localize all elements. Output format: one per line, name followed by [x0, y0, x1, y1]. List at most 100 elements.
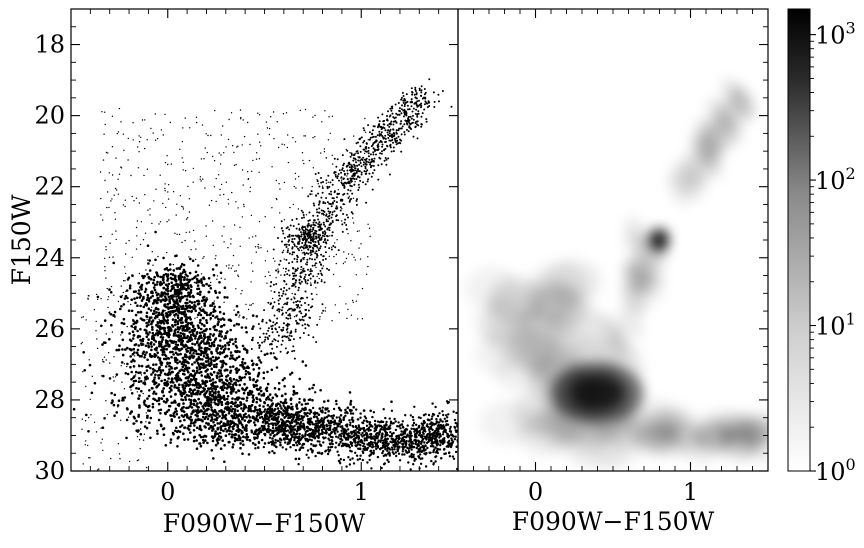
star-point: [409, 414, 412, 417]
star-point: [186, 376, 190, 380]
star-point: [160, 348, 163, 352]
star-point: [419, 457, 422, 460]
star-point: [303, 398, 306, 401]
star-point: [267, 395, 270, 399]
star-point: [232, 422, 236, 425]
star-point: [176, 445, 179, 448]
star-point: [304, 434, 307, 437]
star-point: [315, 341, 318, 343]
star-point: [148, 269, 152, 272]
star-point: [439, 419, 442, 422]
star-point: [108, 288, 111, 291]
star-point: [412, 107, 415, 110]
star-point: [380, 141, 383, 143]
star-point: [271, 450, 274, 453]
star-point: [139, 371, 142, 374]
star-point: [167, 408, 171, 412]
star-point: [173, 384, 177, 387]
star-point: [352, 159, 355, 162]
star-point: [216, 323, 220, 327]
star-point: [290, 434, 293, 437]
star-point: [312, 383, 316, 387]
star-point: [427, 413, 431, 417]
star-point: [331, 202, 334, 205]
star-point: [175, 292, 179, 296]
star-point: [167, 295, 171, 299]
star-point: [256, 429, 260, 432]
star-point: [167, 333, 171, 337]
star-point: [126, 362, 129, 366]
star-point: [187, 286, 190, 289]
star-point: [382, 126, 385, 129]
star-point: [195, 426, 199, 430]
star-point: [262, 405, 265, 408]
star-point: [134, 325, 137, 329]
star-point: [214, 443, 218, 447]
star-point: [154, 291, 158, 294]
star-point: [175, 386, 179, 390]
star-point: [145, 325, 149, 328]
star-point: [245, 386, 249, 390]
star-point: [368, 436, 371, 439]
star-point: [155, 348, 158, 352]
star-point: [297, 322, 300, 325]
star-point: [324, 450, 327, 453]
star-point: [216, 427, 219, 431]
star-point: [201, 438, 205, 442]
star-point: [363, 158, 366, 161]
star-point: [283, 416, 286, 419]
star-point: [267, 327, 270, 330]
star-point: [318, 425, 322, 428]
star-point: [171, 325, 175, 328]
star-point: [208, 379, 212, 383]
star-point: [255, 414, 259, 418]
star-point: [205, 321, 209, 325]
star-point: [295, 423, 298, 426]
star-point: [236, 425, 239, 429]
star-point: [274, 393, 277, 396]
star-point: [405, 112, 408, 115]
star-point: [204, 300, 208, 303]
star-point: [216, 296, 219, 299]
star-point: [100, 324, 103, 328]
star-point: [438, 421, 441, 424]
star-point: [170, 389, 173, 392]
star-point: [170, 384, 173, 388]
star-point: [208, 335, 211, 339]
star-point: [428, 430, 431, 434]
star-point: [178, 378, 181, 382]
star-point: [170, 281, 173, 285]
star-point: [209, 387, 213, 390]
star-point: [130, 410, 133, 413]
star-point: [236, 409, 239, 413]
star-point: [339, 437, 342, 441]
star-point: [227, 381, 231, 385]
star-point: [340, 171, 343, 174]
star-point: [323, 223, 325, 226]
star-point: [274, 424, 278, 427]
star-point: [191, 294, 195, 298]
star-point: [409, 101, 412, 104]
star-point: [226, 421, 229, 424]
star-point: [166, 277, 170, 281]
star-point: [164, 401, 168, 404]
star-point: [299, 424, 302, 427]
star-point: [96, 295, 100, 299]
star-point: [417, 434, 421, 437]
star-point: [379, 439, 383, 442]
star-point: [176, 322, 180, 326]
star-point: [250, 348, 253, 350]
star-point: [376, 126, 379, 129]
star-point: [310, 284, 312, 287]
star-point: [167, 335, 171, 339]
star-point: [279, 443, 282, 447]
star-point: [113, 310, 117, 314]
star-point: [213, 305, 216, 309]
star-point: [213, 424, 217, 427]
star-point: [287, 425, 291, 428]
star-point: [179, 291, 183, 295]
star-point: [364, 150, 367, 153]
star-point: [215, 365, 218, 369]
star-point: [313, 412, 316, 415]
